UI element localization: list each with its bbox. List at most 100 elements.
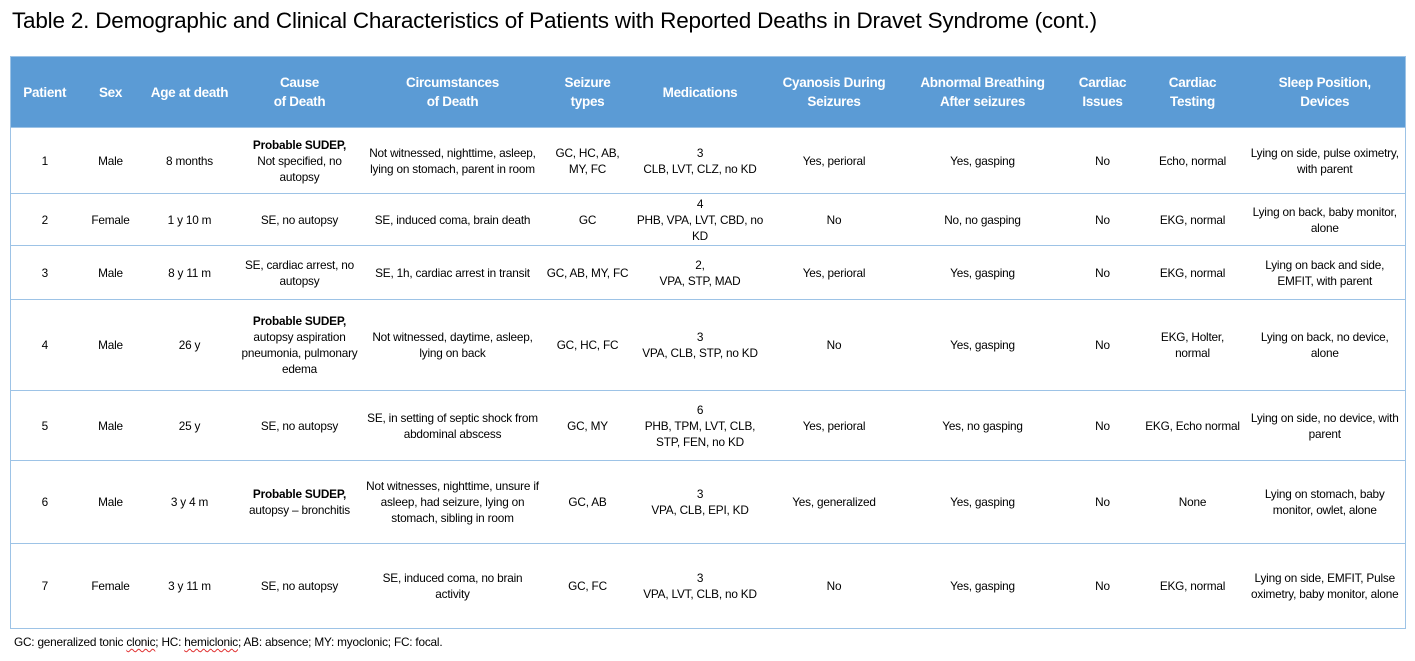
breathing-text: Yes, gasping [950,265,1015,280]
column-header-text: Medications [662,84,738,100]
cardiac-testing-text: EKG, normal [1159,579,1226,593]
table-row: 6 Male 3 y 4 m Probable SUDEP, autopsy – bro… [10,460,1406,544]
medication-count: 3 [696,487,704,501]
table-row: 3 Male 8 y 11 m SE, cardiac arrest, no auto… [10,245,1406,300]
cell-circumstances: Not witnessed, daytime, asleep, lying on… [362,299,543,391]
sleep-text: Lying on side, EMFIT, Pulse oximetry, ba… [1251,571,1399,601]
patient-text: 5 [41,418,49,433]
circumstances-text: Not witnesses, nighttime, unsure if asle… [366,479,539,525]
cell-patient: 3 [10,245,79,300]
seizures-text: GC [578,212,597,227]
cell-age: 8 months [142,127,237,194]
cell-cardiac-testing: EKG, Echo normal [1140,390,1245,461]
column-header: Seizure types [542,56,633,128]
medication-count: 4 [696,196,704,211]
sex-text: Female [91,579,130,593]
breathing-text: Yes, gasping [950,495,1015,509]
medication-list: PHB, VPA, LVT, CBD, no KD [636,212,764,243]
column-header: Cardiac Testing [1140,56,1245,128]
cause-text: SE, no autopsy [260,579,339,593]
sleep-text: Lying on back, baby monitor, alone [1252,204,1397,235]
cell-meds: 6 PHB, TPM, LVT, CLB, STP, FEN, no KD [632,390,768,461]
cell-cardiac-issues: No [1064,460,1141,544]
table-title: Table 2. Demographic and Clinical Charac… [12,8,1097,33]
breathing-text: No, no gasping [944,212,1021,227]
table-row: 7 Female 3 y 11 m SE, no autopsy SE, induced… [10,543,1406,629]
medication-list: PHB, TPM, LVT, CLB, STP, FEN, no KD [644,418,756,449]
cell-sleep: Lying on back and side, EMFIT, with pare… [1244,245,1406,300]
cell-sex: Male [78,245,143,300]
cause-text: autopsy aspiration pneumonia, pulmonary … [241,330,358,376]
cell-cyanosis: No [767,299,901,391]
cell-circumstances: Not witnesses, nighttime, unsure if asle… [362,460,543,544]
cell-cause: Probable SUDEP, autopsy – bronchitis [236,460,363,544]
column-header-text: Abnormal Breathing [920,75,1045,90]
cell-cardiac-testing: EKG, normal [1140,543,1245,629]
medication-count: 3 [696,571,704,585]
patient-text: 4 [41,338,49,352]
table-row: 4 Male 26 y Probable SUDEP, autopsy aspirati… [10,299,1406,391]
sex-text: Male [98,338,123,352]
cell-meds: 3 VPA, LVT, CLB, no KD [632,543,768,629]
cyanosis-text: No [826,579,842,593]
breathing-text: Yes, no gasping [942,418,1023,433]
cell-patient: 6 [10,460,79,544]
cell-patient: 5 [10,390,79,461]
sex-text: Male [98,153,123,168]
cell-sleep: Lying on back, no device, alone [1244,299,1406,391]
cell-sleep: Lying on side, pulse oximetry, with pare… [1244,127,1406,194]
age-text: 3 y 4 m [170,495,209,509]
column-header-text: Testing [1170,94,1215,109]
patient-text: 1 [41,153,49,168]
cell-age: 3 y 4 m [142,460,237,544]
cyanosis-text: Yes, generalized [792,495,876,509]
column-header: Sleep Position, Devices [1244,56,1406,128]
cell-meds: 3 VPA, CLB, EPI, KD [632,460,768,544]
header-row: Patient Sex Age at death Cause of Death Circu… [10,56,1406,128]
cell-cyanosis: Yes, generalized [767,460,901,544]
cell-cardiac-issues: No [1064,193,1141,246]
seizures-text: GC, HC, AB, MY, FC [555,145,620,176]
cell-patient: 1 [10,127,79,194]
cell-cardiac-testing: EKG, normal [1140,193,1245,246]
circumstances-text: Not witnessed, daytime, asleep, lying on… [372,330,533,360]
table-row: 2 Female 1 y 10 m SE, no autopsy SE, induced… [10,193,1406,246]
cardiac-issues-text: No [1095,579,1110,593]
column-header-text: of Death [273,94,326,109]
cell-seizures: GC, MY [542,390,633,461]
seizures-text: GC, HC, FC [556,338,619,352]
sleep-text: Lying on back and side, EMFIT, with pare… [1265,257,1385,288]
cell-cyanosis: Yes, perioral [767,390,901,461]
column-header: Cardiac Issues [1064,56,1141,128]
cell-sex: Male [78,460,143,544]
cell-cyanosis: No [767,193,901,246]
cardiac-issues-text: No [1095,418,1110,433]
column-header: Patient [10,56,79,128]
age-text: 3 y 11 m [168,579,211,593]
seizures-text: GC, MY [567,418,608,433]
cell-cardiac-issues: No [1064,543,1141,629]
cell-cause: SE, no autopsy [236,390,363,461]
cardiac-testing-text: Echo, normal [1158,153,1227,168]
column-header-text: Cyanosis During [782,75,886,90]
cell-circumstances: SE, in setting of septic shock from abdo… [362,390,543,461]
footnote-text: clonic [126,635,156,649]
cell-breathing: Yes, no gasping [900,390,1065,461]
cell-sleep: Lying on side, EMFIT, Pulse oximetry, ba… [1244,543,1406,629]
cell-age: 26 y [142,299,237,391]
medication-list: VPA, LVT, CLB, no KD [643,587,757,601]
cell-circumstances: SE, 1h, cardiac arrest in transit [362,245,543,300]
seizures-text: GC, FC [568,579,607,593]
column-header: Sex [78,56,143,128]
patient-text: 2 [41,212,49,227]
column-header-text: Age at death [150,84,229,100]
cell-age: 1 y 10 m [142,193,237,246]
cell-cardiac-issues: No [1064,299,1141,391]
cell-breathing: No, no gasping [900,193,1065,246]
age-text: 1 y 10 m [167,212,212,227]
column-header-text: Devices [1300,94,1350,109]
cardiac-issues-text: No [1095,338,1110,352]
cardiac-testing-text: EKG, normal [1159,265,1226,280]
cell-sex: Male [78,390,143,461]
column-header-text: Issues [1082,94,1123,109]
